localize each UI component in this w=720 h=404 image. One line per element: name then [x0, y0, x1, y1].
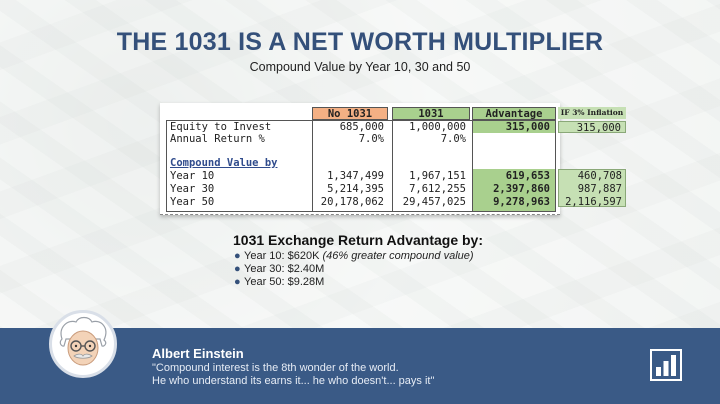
- cell-1031: 1,967,151: [409, 170, 466, 182]
- table-row: Compound Value by: [160, 157, 560, 169]
- inflation-equity: 315,000: [558, 121, 626, 134]
- inflation-column: IF 3% Inflation 315,000 460,708 987,887 …: [556, 105, 628, 209]
- quote-line: He who understand its earns it... he who…: [152, 375, 435, 387]
- cell-no-1031: 685,000: [339, 121, 384, 133]
- inflation-year-50: 2,116,597: [565, 196, 622, 208]
- cell-no-1031: 7.0%: [358, 133, 384, 145]
- spreadsheet-table: No 1031 1031 Advantage Equity to Invest …: [160, 103, 560, 215]
- cell-advantage: 2,397,860: [493, 183, 550, 195]
- footer-bar: [0, 328, 720, 404]
- table-divider: [312, 120, 313, 212]
- row-label: Year 30: [170, 183, 215, 195]
- advantage-equity-fill: [473, 121, 555, 133]
- row-label: Year 10: [170, 170, 215, 182]
- table-row: Year 50 20,178,062 29,457,025 9,278,963: [160, 196, 560, 208]
- row-label: Annual Return %: [170, 133, 265, 145]
- page-title: THE 1031 IS A NET WORTH MULTIPLIER: [116, 28, 604, 56]
- inflation-year-10: 460,708: [577, 170, 622, 182]
- advantage-compound-fill: [473, 169, 555, 211]
- table-divider: [392, 120, 393, 212]
- list-item: ● Year 50: $9.28M: [234, 276, 474, 289]
- table-divider: [472, 120, 473, 212]
- list-item: ● Year 10: $620K (46% greater compound va…: [234, 250, 474, 263]
- cell-1031: 29,457,025: [402, 196, 466, 208]
- footer-quote: "Compound interest is the 8th wonder of …: [152, 362, 434, 388]
- inflation-compound-block: [558, 169, 626, 207]
- row-label: Year 50: [170, 196, 215, 208]
- table-row: Annual Return % 7.0% 7.0%: [160, 133, 560, 145]
- table-row: Year 30 5,214,395 7,612,255 2,397,860: [160, 183, 560, 195]
- einstein-avatar-icon: [49, 310, 117, 378]
- row-label-compound: Compound Value by: [170, 157, 278, 169]
- cell-no-1031: 20,178,062: [320, 196, 384, 208]
- table-outline: [166, 120, 556, 212]
- table-row: Year 10 1,347,499 1,967,151 619,653: [160, 170, 560, 182]
- bullet-icon: ●: [234, 250, 241, 262]
- cell-1031: 7,612,255: [409, 183, 466, 195]
- table-header-row: No 1031 1031 Advantage: [160, 107, 560, 120]
- advantage-list: ● Year 10: $620K (46% greater compound va…: [234, 250, 474, 289]
- advantage-text: Year 30: $2.40M: [244, 263, 325, 275]
- cell-advantage: [472, 133, 556, 145]
- cell-no-1031: 5,214,395: [327, 183, 384, 195]
- list-item: ● Year 30: $2.40M: [234, 263, 474, 276]
- footer-author-name: Albert Einstein: [152, 346, 244, 361]
- row-label: Equity to Invest: [170, 121, 272, 133]
- advantage-text: Year 10: $620K: [244, 250, 320, 262]
- cell-advantage: 9,278,963: [493, 196, 550, 208]
- cell-1031: 1,000,000: [409, 121, 466, 133]
- header-advantage: Advantage: [472, 107, 556, 120]
- cell-1031: 7.0%: [440, 133, 466, 145]
- cell-advantage: 315,000: [505, 121, 550, 133]
- table-row: Equity to Invest 685,000 1,000,000 315,0…: [160, 121, 560, 133]
- page-subtitle: Compound Value by Year 10, 30 and 50: [249, 60, 471, 74]
- advantage-note: (46% greater compound value): [322, 250, 474, 262]
- quote-line: "Compound interest is the 8th wonder of …: [152, 362, 399, 374]
- header-1031: 1031: [392, 107, 470, 120]
- bullet-icon: ●: [234, 276, 241, 288]
- advantage-title: 1031 Exchange Return Advantage by:: [233, 232, 484, 248]
- bar-chart-icon: [650, 349, 682, 381]
- cell-no-1031: 1,347,499: [327, 170, 384, 182]
- advantage-text: Year 50: $9.28M: [244, 276, 325, 288]
- cell-advantage: 619,653: [505, 170, 550, 182]
- bullet-icon: ●: [234, 263, 241, 275]
- header-no-1031: No 1031: [312, 107, 388, 120]
- inflation-year-30: 987,887: [577, 183, 622, 195]
- inflation-header: IF 3% Inflation: [558, 107, 626, 119]
